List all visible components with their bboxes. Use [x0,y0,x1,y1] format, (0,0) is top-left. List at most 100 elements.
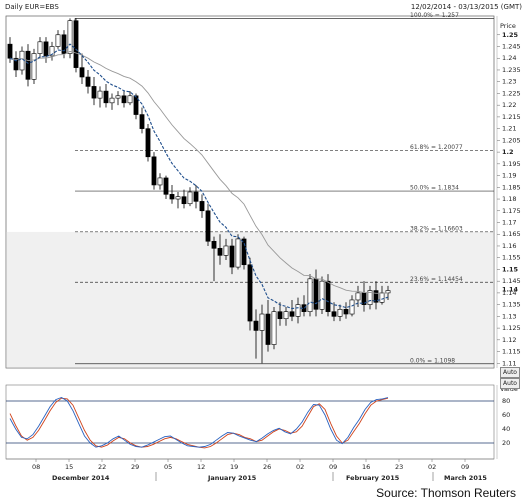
candle-body [115,95,121,99]
price-tick-label: 1.145 [502,277,521,285]
date-tick-label: 09 [461,463,469,471]
candle-body [331,311,337,317]
ema-fast-line [9,43,389,310]
osc-tick-label: 40 [502,425,510,433]
date-range: 12/02/2014 - 03/13/2015 (GMT) [410,3,522,11]
price-tick-label: 1.135 [502,301,521,309]
candle-body [229,245,235,268]
candle-body [43,41,49,57]
osc-tick-label: 20 [502,439,510,447]
candle-body [169,194,175,200]
price-tick-label: 1.155 [502,254,521,262]
osc-axis-title: Value [500,385,518,393]
price-tick-label: 1.185 [502,183,521,191]
price-tick-label: 1.205 [502,136,521,144]
candle-body [241,238,247,266]
candle-body [367,290,373,305]
date-tick-label: 26 [263,463,271,471]
candle-body [205,210,211,242]
candle-body [73,20,79,68]
price-tick-label: 1.23 [502,78,516,86]
price-tick-label: 1.245 [502,43,521,51]
date-tick-label: 29 [131,463,139,471]
candle-body [163,177,169,195]
price-tick-label: 1.24 [502,54,516,62]
candle-body [13,57,19,71]
price-tick-label: 1.115 [502,348,521,356]
candle-body [139,114,145,129]
price-tick-label: 1.21 [502,125,516,133]
price-tick-label: 1.19 [502,172,516,180]
date-tick-label: 05 [164,463,172,471]
candle-body [373,290,379,303]
instrument-title: Daily EUR=EBS [5,3,59,11]
month-label: January 2015 [207,474,257,482]
osc-auto-button[interactable]: Auto [500,378,520,389]
candle-body [259,313,265,331]
price-tick-label: 1.17 [502,219,516,227]
candle-body [277,311,283,320]
price-tick-label: 1.235 [502,66,521,74]
candle-body [133,95,139,115]
candle-body [37,41,43,54]
candle-body [223,245,229,256]
candle-body [271,311,277,345]
price-tick-label: 1.11 [502,359,516,367]
candle-body [121,95,127,104]
price-tick-label: 1.13 [502,312,516,320]
candle-body [247,264,253,322]
candle-body [61,34,67,54]
candle-body [217,248,223,256]
price-auto-button[interactable]: Auto [500,367,520,378]
fib-label: 0.0% = 1.1098 [410,357,455,364]
price-tick-label: 1.18 [502,195,516,203]
candle-body [337,309,343,317]
date-tick-label: 15 [65,463,73,471]
candle-body [199,201,205,212]
candle-body [319,280,325,310]
candle-body [97,90,103,99]
candle-body [181,196,187,205]
price-tick-label: 1.215 [502,113,521,121]
price-tick-label: 1.225 [502,89,521,97]
candle-body [211,240,217,249]
date-tick-label: 02 [428,463,436,471]
price-plot-border [5,15,495,369]
candle-body [265,313,271,345]
candle-body [175,196,181,200]
candle-body [283,311,289,320]
candle-body [103,90,109,104]
fib-label: 61.8% = 1.20077 [410,144,463,151]
candle-body [7,43,13,59]
candle-body [79,67,85,78]
fib-label: 100.0% = 1.257 [410,12,459,19]
candle-body [19,50,25,71]
source-note: Source: Thomson Reuters [376,486,516,500]
date-tick-label: 22 [98,463,106,471]
candle-body [67,20,73,54]
candle-body [91,86,97,99]
month-label: December 2014 [52,474,110,482]
price-tick-label: 1.22 [502,101,516,109]
candle-body [85,76,91,87]
candle-body [343,309,349,315]
date-tick-label: 19 [230,463,238,471]
month-label: February 2015 [346,474,400,482]
fib-label: 50.0% = 1.1834 [410,185,459,192]
date-tick-label: 16 [362,463,370,471]
oscillator-plot-area [5,384,495,460]
candle-body [25,50,31,80]
candle-body [325,280,331,312]
price-tick-label: 1.25 [502,31,519,39]
current-price-label: 1.14 [502,285,519,293]
date-tick-label: 23 [395,463,403,471]
candle-body [313,278,319,310]
candle-body [385,290,391,294]
price-tick-label: 1.175 [502,207,521,215]
price-tick-label: 1.15 [502,265,519,273]
ema-slow-line [9,50,389,294]
chart-header: Daily EUR=EBS 12/02/2014 - 03/13/2015 (G… [0,0,528,16]
candle-body [235,238,241,268]
price-tick-label: 1.195 [502,160,521,168]
